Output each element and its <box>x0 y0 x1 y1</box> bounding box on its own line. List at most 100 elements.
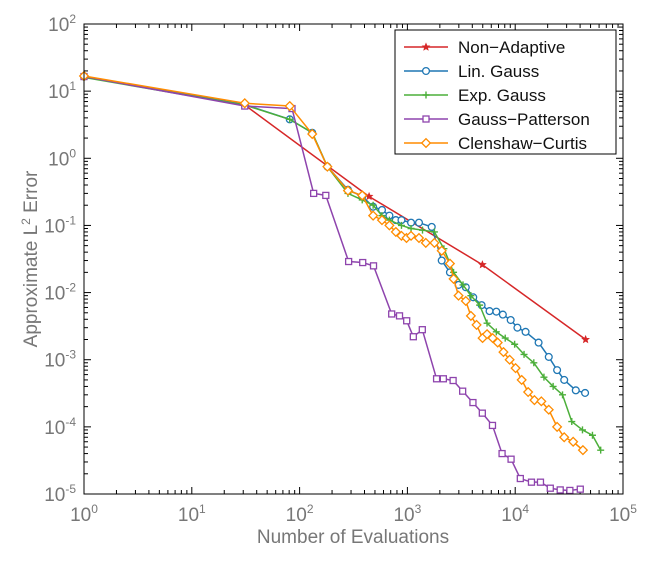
data-point <box>459 281 467 289</box>
data-point <box>344 257 353 266</box>
data-point <box>597 446 605 454</box>
data-point <box>516 474 524 483</box>
data-point <box>544 352 553 361</box>
data-point <box>504 354 515 365</box>
y-tick-label: 10-1 <box>44 213 76 237</box>
data-point <box>581 334 590 344</box>
legend-label: Lin. Gauss <box>458 62 539 81</box>
x-tick-label-exp: 1 <box>199 502 206 516</box>
data-point <box>498 310 507 319</box>
data-point <box>376 214 388 226</box>
y-tick-label-base: 10 <box>48 15 69 36</box>
y-tick-label-base: 10 <box>44 284 65 305</box>
data-point <box>439 375 447 383</box>
data-point <box>492 337 503 348</box>
x-tick-label-base: 10 <box>286 505 307 526</box>
y-tick-label: 10-4 <box>44 415 76 439</box>
x-tick-label-base: 10 <box>178 505 199 526</box>
data-point <box>476 301 484 309</box>
data-point <box>430 228 438 236</box>
plot-frame <box>83 23 624 495</box>
data-point <box>453 290 464 301</box>
series-4 <box>80 72 584 495</box>
data-point <box>568 418 576 426</box>
data-point <box>436 245 447 256</box>
data-point <box>534 338 543 347</box>
legend-swatch-marker <box>420 137 432 149</box>
y-tick-label-exp: -3 <box>65 348 76 362</box>
y-tick-label-exp: 2 <box>69 12 76 26</box>
data-point <box>357 190 368 201</box>
y-tick-label-base: 10 <box>48 82 69 103</box>
x-axis-title: Number of Evaluations <box>257 527 449 548</box>
legend-box <box>394 29 617 155</box>
y-tick-label: 10-5 <box>44 482 76 506</box>
x-tick-label: 102 <box>286 502 314 526</box>
data-point <box>322 161 333 172</box>
data-point <box>510 362 521 374</box>
data-point <box>536 396 547 407</box>
data-point <box>286 115 294 123</box>
x-tick-label-exp: 4 <box>522 502 529 516</box>
data-point <box>527 478 536 486</box>
data-point <box>540 373 548 381</box>
legend-swatch-marker <box>421 42 431 51</box>
y-tick-label: 10-3 <box>44 348 76 372</box>
data-point <box>559 391 567 399</box>
y-axis-title-tail: Error <box>21 170 42 218</box>
data-point <box>409 333 417 341</box>
y-tick-label-base: 10 <box>44 418 65 439</box>
data-point <box>369 201 377 209</box>
data-point <box>521 327 530 336</box>
data-point <box>469 398 477 407</box>
x-tick-label: 105 <box>609 502 637 526</box>
y-tick-label: 100 <box>48 146 76 170</box>
data-point <box>566 486 574 495</box>
data-point <box>429 237 440 249</box>
y-tick-label: 10-2 <box>44 281 76 305</box>
data-point <box>577 444 589 456</box>
data-point <box>511 340 519 348</box>
legend-item: Gauss−Patterson <box>404 110 590 129</box>
data-point <box>567 436 579 447</box>
data-point <box>420 237 432 249</box>
data-point <box>536 478 545 486</box>
data-point <box>390 226 402 238</box>
data-point <box>556 486 564 494</box>
data-point <box>551 421 563 433</box>
legend-item: Clenshaw−Curtis <box>404 134 587 153</box>
ticks-layer <box>83 24 623 495</box>
x-tick-label-base: 10 <box>70 505 91 526</box>
data-point <box>449 376 457 385</box>
data-point <box>501 334 509 342</box>
data-point <box>485 307 494 316</box>
data-point <box>465 310 477 322</box>
data-point <box>413 232 425 244</box>
y-tick-label-exp: 0 <box>69 146 76 160</box>
legend-item: Exp. Gauss <box>404 86 546 105</box>
x-tick-label: 101 <box>178 502 206 526</box>
data-point <box>498 449 506 458</box>
data-point <box>492 307 501 316</box>
data-point <box>388 310 396 318</box>
data-point <box>419 226 427 234</box>
y-tick-label: 101 <box>48 79 76 103</box>
data-point <box>483 319 491 327</box>
legend-item: Non−Adaptive <box>404 38 565 57</box>
data-point <box>571 386 580 395</box>
x-tick-label-exp: 2 <box>307 502 314 516</box>
data-point <box>560 375 569 384</box>
data-point <box>576 485 584 493</box>
y-axis-title-sup: 2 <box>19 218 33 225</box>
data-point <box>403 317 411 325</box>
data-point <box>309 189 318 198</box>
legend: Non−Adaptive Lin. Gauss Exp. Gauss Gauss−Pa… <box>394 29 617 155</box>
data-point <box>481 328 493 340</box>
data-point <box>405 230 417 242</box>
x-tick-label-base: 10 <box>609 505 630 526</box>
legend-label: Gauss−Patterson <box>458 110 590 129</box>
data-point <box>478 409 486 417</box>
data-point <box>471 319 482 331</box>
data-point <box>437 256 446 265</box>
